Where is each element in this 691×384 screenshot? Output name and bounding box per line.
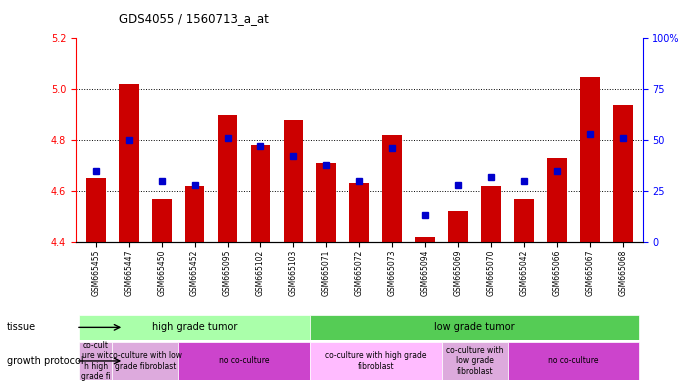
- Bar: [310, 315, 639, 340]
- Text: low grade tumor: low grade tumor: [435, 322, 515, 333]
- Bar: [283, 120, 303, 242]
- Text: co-culture with low
grade fibroblast: co-culture with low grade fibroblast: [108, 351, 182, 371]
- Text: no co-culture: no co-culture: [219, 356, 269, 366]
- Bar: [86, 178, 106, 242]
- Bar: [415, 237, 435, 242]
- Bar: [152, 199, 171, 242]
- Bar: [310, 342, 442, 380]
- Bar: [448, 212, 468, 242]
- Text: no co-culture: no co-culture: [548, 356, 598, 366]
- Bar: [613, 104, 633, 242]
- Bar: [382, 135, 402, 242]
- Bar: [514, 199, 534, 242]
- Text: co-culture with high grade
fibroblast: co-culture with high grade fibroblast: [325, 351, 426, 371]
- Bar: [178, 342, 310, 380]
- Text: high grade tumor: high grade tumor: [152, 322, 237, 333]
- Text: co-cult
ure wit
h high
grade fi: co-cult ure wit h high grade fi: [81, 341, 111, 381]
- Bar: [580, 76, 600, 242]
- Bar: [350, 184, 369, 242]
- Text: GDS4055 / 1560713_a_at: GDS4055 / 1560713_a_at: [119, 12, 268, 25]
- Text: growth protocol: growth protocol: [7, 356, 84, 366]
- Bar: [79, 315, 310, 340]
- Bar: [547, 158, 567, 242]
- Bar: [112, 342, 178, 380]
- Text: co-culture with
low grade
fibroblast: co-culture with low grade fibroblast: [446, 346, 503, 376]
- Bar: [119, 84, 139, 242]
- Bar: [79, 342, 112, 380]
- Bar: [218, 115, 238, 242]
- Bar: [508, 342, 639, 380]
- Bar: [481, 186, 501, 242]
- Bar: [442, 342, 508, 380]
- Bar: [251, 145, 270, 242]
- Text: tissue: tissue: [7, 322, 36, 333]
- Bar: [316, 163, 337, 242]
- Bar: [184, 186, 205, 242]
